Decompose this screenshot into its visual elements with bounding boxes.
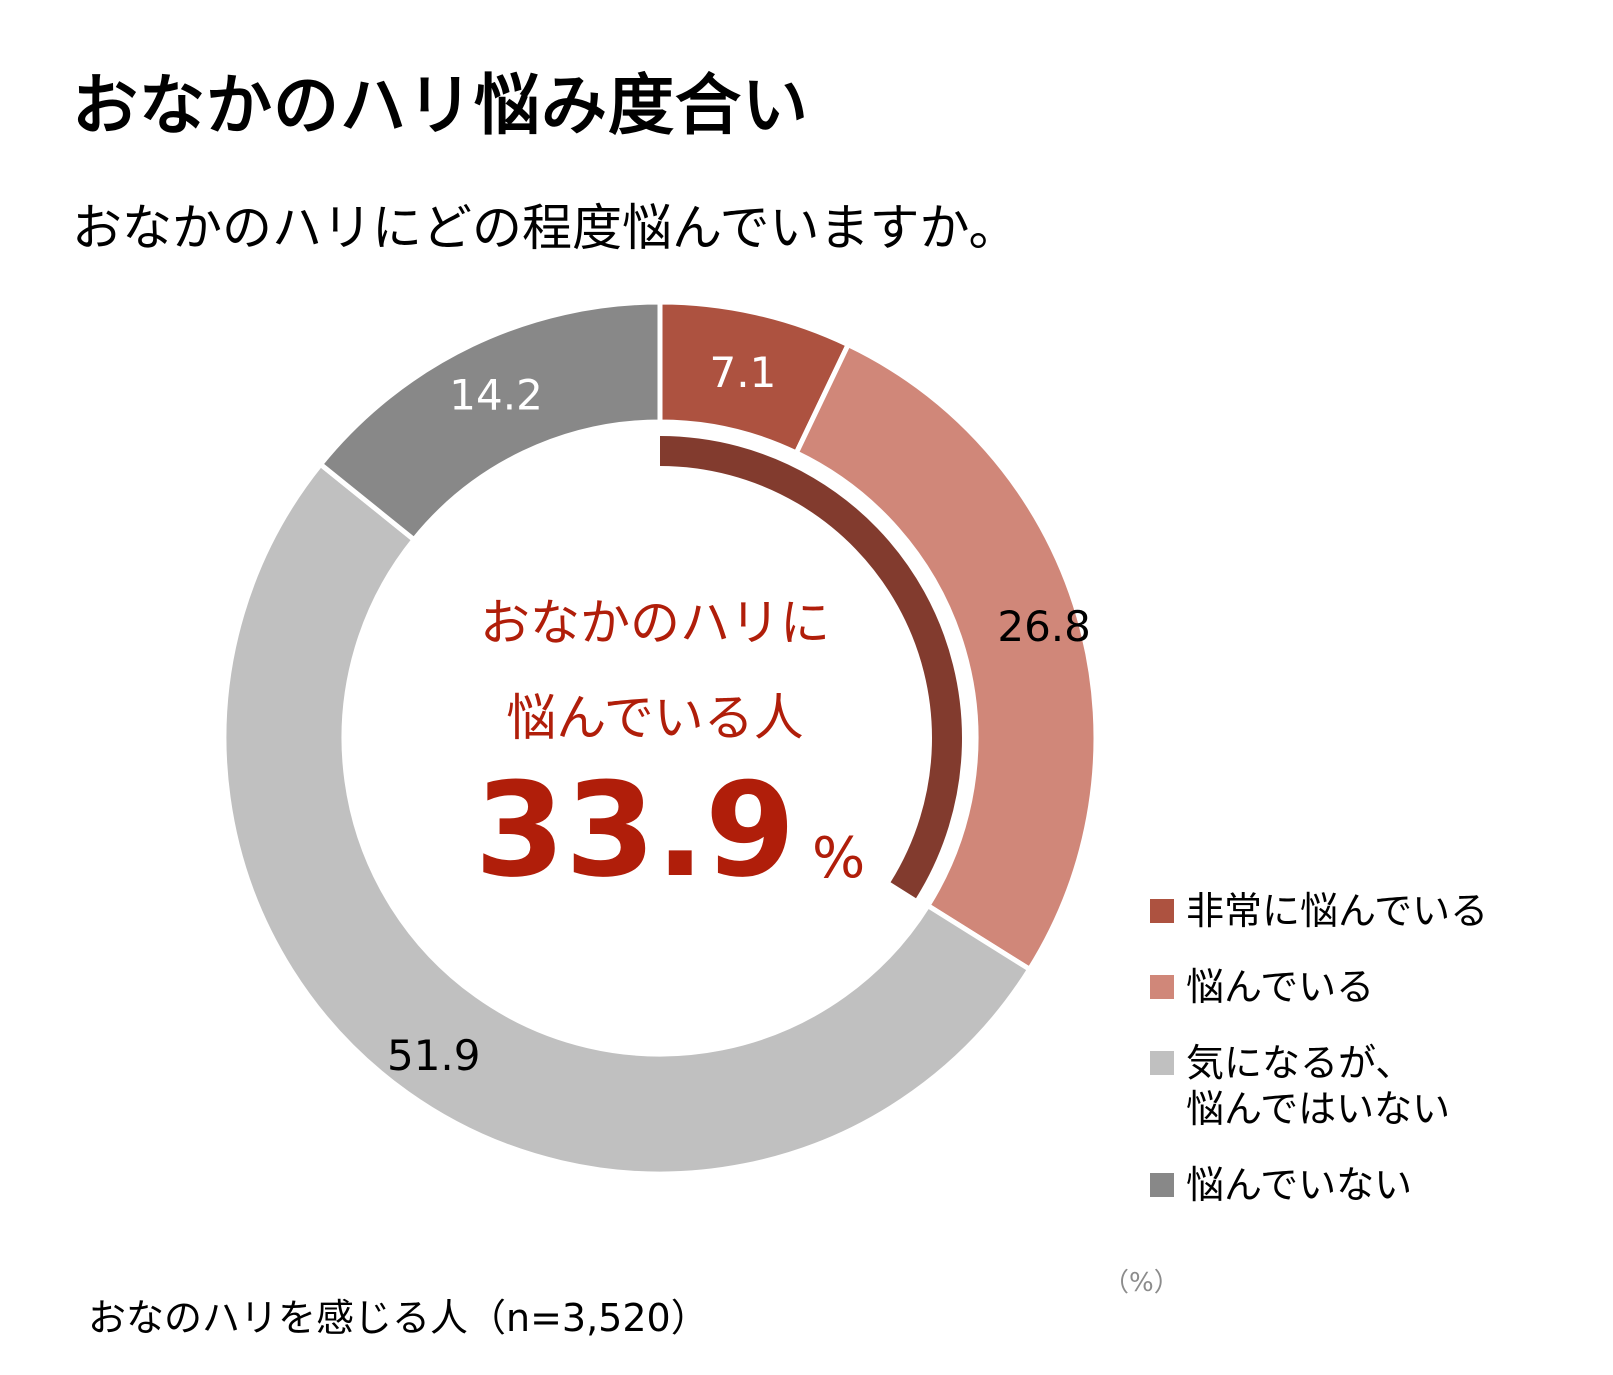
legend-item-1: 非常に悩んでいる	[1150, 888, 1488, 934]
legend-item-3: 気になるが、 悩んではいない	[1150, 1040, 1488, 1132]
unit-note: （%）	[1103, 1268, 1180, 1298]
legend-item-4: 悩んでいない	[1150, 1162, 1488, 1208]
slice-value-label-1: 7.1	[710, 348, 777, 397]
donut-slice-2	[793, 341, 1099, 973]
highlight-arc	[659, 436, 962, 899]
chart-subtitle: おなかのハリにどの程度悩んでいますか。	[72, 199, 1019, 257]
legend-label: 悩んでいない	[1186, 1163, 1413, 1207]
legend-swatch	[1150, 1173, 1174, 1197]
slice-value-label-3: 51.9	[387, 1031, 481, 1080]
legend-swatch	[1150, 1051, 1174, 1075]
legend-label: 非常に悩んでいる	[1186, 889, 1489, 933]
sample-size-footnote: おなのハリを感じる人（n=3,520）	[88, 1296, 709, 1340]
slice-value-label-2: 26.8	[997, 602, 1091, 651]
donut-slice-3	[221, 460, 1034, 1177]
legend-swatch	[1150, 975, 1174, 999]
center-caption-line2: 悩んでいる人	[506, 689, 804, 747]
legend-label: 気になるが、 悩んではいない	[1186, 1041, 1451, 1131]
center-caption-line1: おなかのハリに	[480, 594, 830, 652]
center-percentage-value: 33.9	[475, 754, 796, 906]
donut-slice-4	[317, 299, 663, 544]
slice-value-label-4: 14.2	[449, 371, 543, 420]
legend-swatch	[1150, 899, 1174, 923]
legend-item-2: 悩んでいる	[1150, 964, 1488, 1010]
chart-title: おなかのハリ悩み度合い	[72, 67, 809, 144]
center-percentage-unit: %	[812, 826, 865, 891]
legend: 非常に悩んでいる 悩んでいる気になるが、 悩んではいない悩んでいない	[1150, 888, 1488, 1238]
legend-label: 悩んでいる	[1186, 965, 1375, 1009]
